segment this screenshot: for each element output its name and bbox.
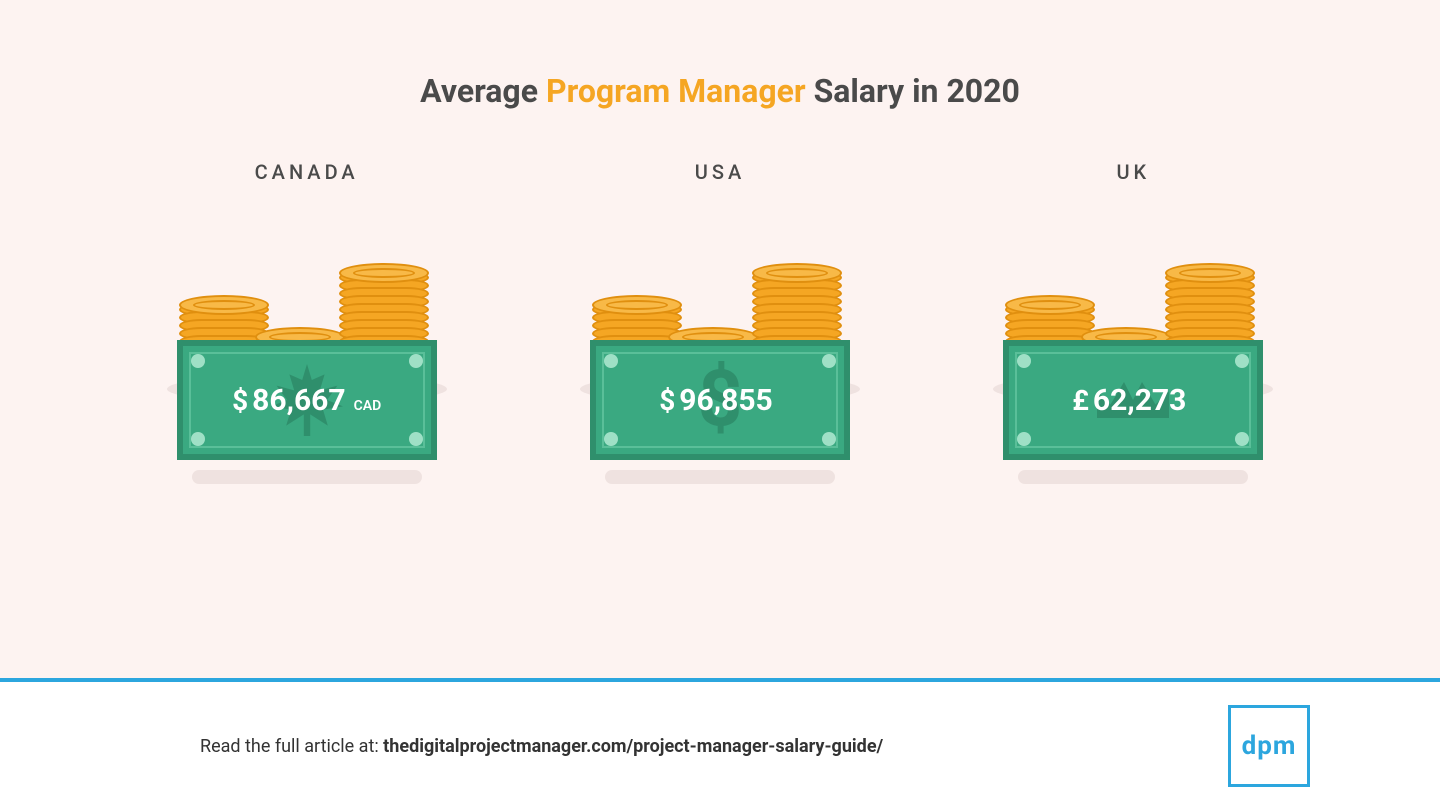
banknote-corner bbox=[409, 354, 423, 368]
salary-illustration: $86,667 CAD bbox=[157, 224, 457, 484]
salary-illustration: £62,273 bbox=[983, 224, 1283, 484]
banknote-corner bbox=[191, 354, 205, 368]
banknote: £62,273 bbox=[1003, 340, 1263, 460]
logo-text: dpm bbox=[1242, 731, 1297, 761]
main-infographic-area: Average Program Manager Salary in 2020 C… bbox=[0, 0, 1440, 678]
footer-text: Read the full article at: thedigitalproj… bbox=[200, 736, 883, 757]
salary-value: $96,855 bbox=[659, 383, 781, 418]
currency-symbol: $ bbox=[232, 384, 248, 417]
banknote: $ $96,855 bbox=[590, 340, 850, 460]
footer: Read the full article at: thedigitalproj… bbox=[0, 682, 1440, 810]
countries-row: CANADA $86,667 CAD bbox=[0, 160, 1440, 484]
footer-prefix: Read the full article at: bbox=[200, 736, 383, 757]
dpm-logo: dpm bbox=[1228, 705, 1310, 787]
country-label: UK bbox=[1116, 160, 1150, 184]
page-title: Average Program Manager Salary in 2020 bbox=[0, 0, 1440, 110]
footer-link: thedigitalprojectmanager.com/project-man… bbox=[383, 736, 883, 757]
country-label: USA bbox=[695, 160, 745, 184]
salary-illustration: $ $96,855 bbox=[570, 224, 870, 484]
currency-symbol: £ bbox=[1072, 384, 1089, 417]
title-highlight: Program Manager bbox=[546, 72, 806, 110]
currency-symbol: $ bbox=[659, 384, 675, 417]
country-column-uk: UK £62,273 bbox=[963, 160, 1303, 484]
banknote: $86,667 CAD bbox=[177, 340, 437, 460]
salary-amount: 96,855 bbox=[679, 383, 772, 418]
salary-suffix: CAD bbox=[354, 398, 382, 414]
salary-amount: 62,273 bbox=[1093, 383, 1186, 418]
banknote-shadow bbox=[1018, 470, 1248, 484]
banknote-corner bbox=[191, 432, 205, 446]
banknote-corner bbox=[604, 354, 618, 368]
country-label: CANADA bbox=[255, 160, 359, 184]
banknote-corner bbox=[409, 432, 423, 446]
banknote-shadow bbox=[605, 470, 835, 484]
country-column-usa: USA $ $96,855 bbox=[550, 160, 890, 484]
salary-amount: 86,667 bbox=[252, 383, 345, 418]
banknote-shadow bbox=[192, 470, 422, 484]
country-column-canada: CANADA $86,667 CAD bbox=[137, 160, 477, 484]
title-suffix: Salary in 2020 bbox=[806, 72, 1020, 110]
banknote-corner bbox=[822, 354, 836, 368]
title-prefix: Average bbox=[420, 72, 546, 110]
salary-value: £62,273 bbox=[1072, 383, 1194, 418]
salary-value: $86,667 CAD bbox=[232, 383, 381, 418]
banknote-corner bbox=[604, 432, 618, 446]
banknote-corner bbox=[822, 432, 836, 446]
